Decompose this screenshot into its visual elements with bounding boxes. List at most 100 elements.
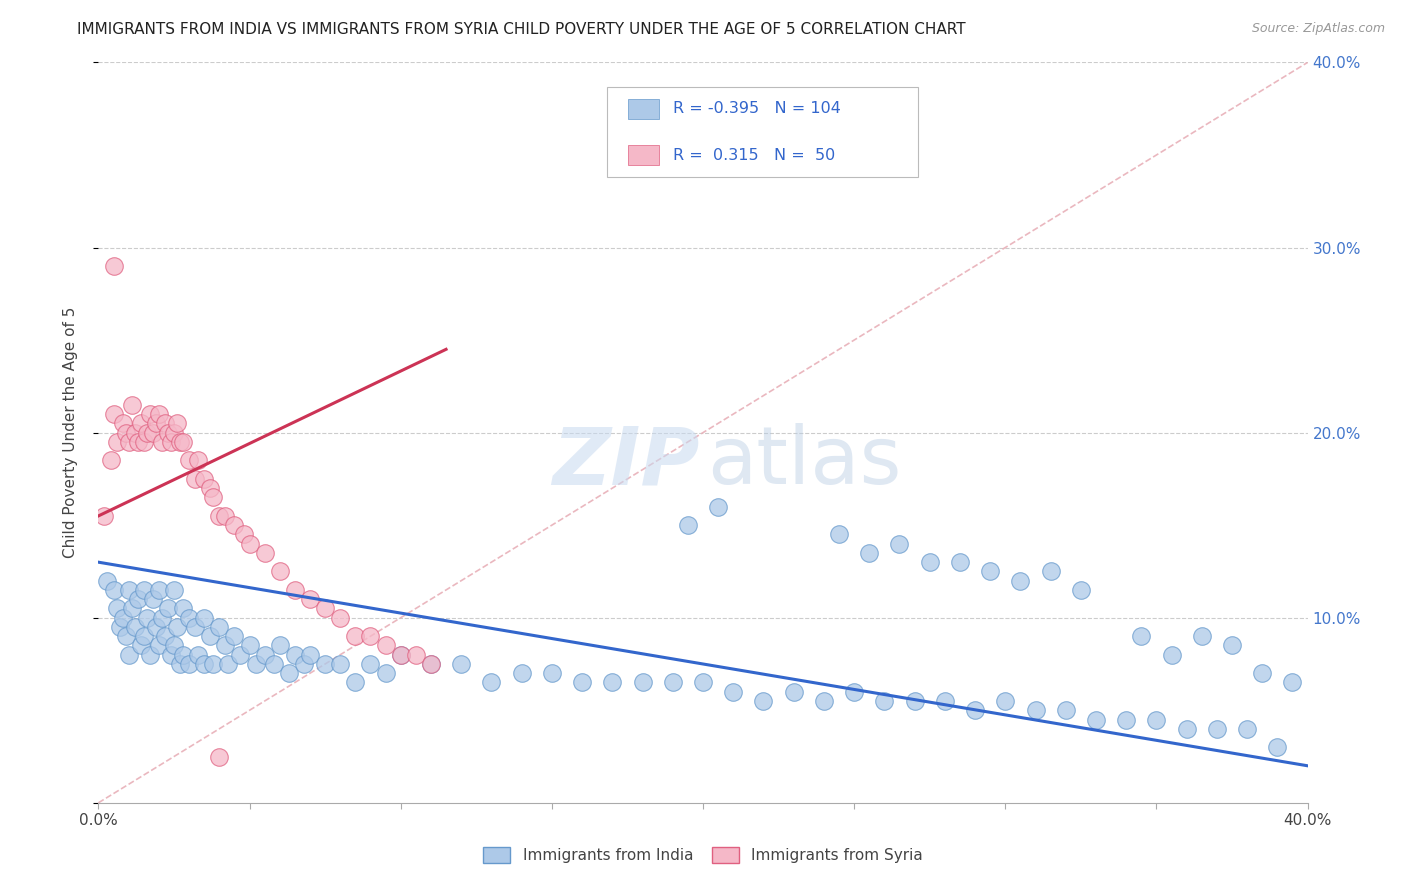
Point <box>163 425 186 440</box>
Point <box>1130 629 1153 643</box>
Point <box>111 417 134 431</box>
Point <box>145 620 167 634</box>
Point <box>329 610 352 624</box>
Point <box>150 610 173 624</box>
Text: ZIP: ZIP <box>553 423 699 501</box>
Point <box>121 398 143 412</box>
Point <box>153 417 176 431</box>
Point <box>1175 722 1198 736</box>
Point <box>208 620 231 634</box>
Point <box>156 601 179 615</box>
Text: R =  0.315   N =  50: R = 0.315 N = 50 <box>673 148 835 162</box>
Point <box>1251 666 1274 681</box>
Point <box>1054 703 1077 717</box>
Point <box>1160 648 1182 662</box>
Point <box>979 565 1001 579</box>
Point <box>169 434 191 449</box>
Point <box>202 491 225 505</box>
Point <box>224 629 246 643</box>
Point <box>284 582 307 597</box>
Point <box>148 639 170 653</box>
Point <box>150 434 173 449</box>
Point <box>450 657 472 671</box>
Point <box>202 657 225 671</box>
Point <box>1206 722 1229 736</box>
Point <box>299 592 322 607</box>
Point <box>1085 713 1108 727</box>
Point <box>229 648 252 662</box>
Point <box>676 518 699 533</box>
Point <box>179 657 201 671</box>
Point <box>949 555 972 569</box>
Point <box>129 417 152 431</box>
Point <box>344 629 367 643</box>
Point <box>1281 675 1303 690</box>
Point <box>160 648 183 662</box>
Point <box>904 694 927 708</box>
Point <box>127 592 149 607</box>
Point <box>105 434 128 449</box>
Point <box>200 481 222 495</box>
Point <box>135 425 157 440</box>
Point <box>118 582 141 597</box>
Point <box>142 425 165 440</box>
Point <box>224 518 246 533</box>
Point <box>121 601 143 615</box>
Point <box>314 601 336 615</box>
Text: IMMIGRANTS FROM INDIA VS IMMIGRANTS FROM SYRIA CHILD POVERTY UNDER THE AGE OF 5 : IMMIGRANTS FROM INDIA VS IMMIGRANTS FROM… <box>77 22 966 37</box>
Point <box>208 508 231 523</box>
Point <box>148 407 170 421</box>
Y-axis label: Child Poverty Under the Age of 5: Child Poverty Under the Age of 5 <box>63 307 77 558</box>
Point <box>344 675 367 690</box>
Point <box>142 592 165 607</box>
Point <box>510 666 533 681</box>
Point <box>200 629 222 643</box>
Point <box>934 694 956 708</box>
Point <box>214 508 236 523</box>
Point <box>1220 639 1243 653</box>
Point <box>96 574 118 588</box>
Point <box>163 582 186 597</box>
Point <box>481 675 503 690</box>
Point <box>208 749 231 764</box>
Point <box>153 629 176 643</box>
Point <box>292 657 315 671</box>
Point <box>329 657 352 671</box>
Point <box>269 639 291 653</box>
Point <box>160 434 183 449</box>
Point <box>139 407 162 421</box>
Point <box>405 648 427 662</box>
Point <box>148 582 170 597</box>
Point <box>135 610 157 624</box>
Point <box>239 536 262 550</box>
Point <box>828 527 851 541</box>
Point <box>187 453 209 467</box>
Point <box>263 657 285 671</box>
Point <box>118 434 141 449</box>
Point <box>124 425 146 440</box>
Point <box>193 610 215 624</box>
Point <box>172 434 194 449</box>
Point <box>389 648 412 662</box>
Point <box>132 434 155 449</box>
Point <box>124 620 146 634</box>
Point <box>132 582 155 597</box>
Text: atlas: atlas <box>707 423 901 501</box>
Point <box>118 648 141 662</box>
Point <box>420 657 443 671</box>
Point <box>374 639 396 653</box>
Point <box>103 582 125 597</box>
Point <box>166 620 188 634</box>
Point <box>1236 722 1258 736</box>
Point <box>783 685 806 699</box>
Point <box>132 629 155 643</box>
Point <box>245 657 267 671</box>
Point <box>108 620 131 634</box>
Point <box>145 417 167 431</box>
Point <box>813 694 835 708</box>
Point <box>172 648 194 662</box>
Point <box>277 666 299 681</box>
Point <box>253 546 276 560</box>
Point <box>184 472 207 486</box>
Point <box>193 472 215 486</box>
